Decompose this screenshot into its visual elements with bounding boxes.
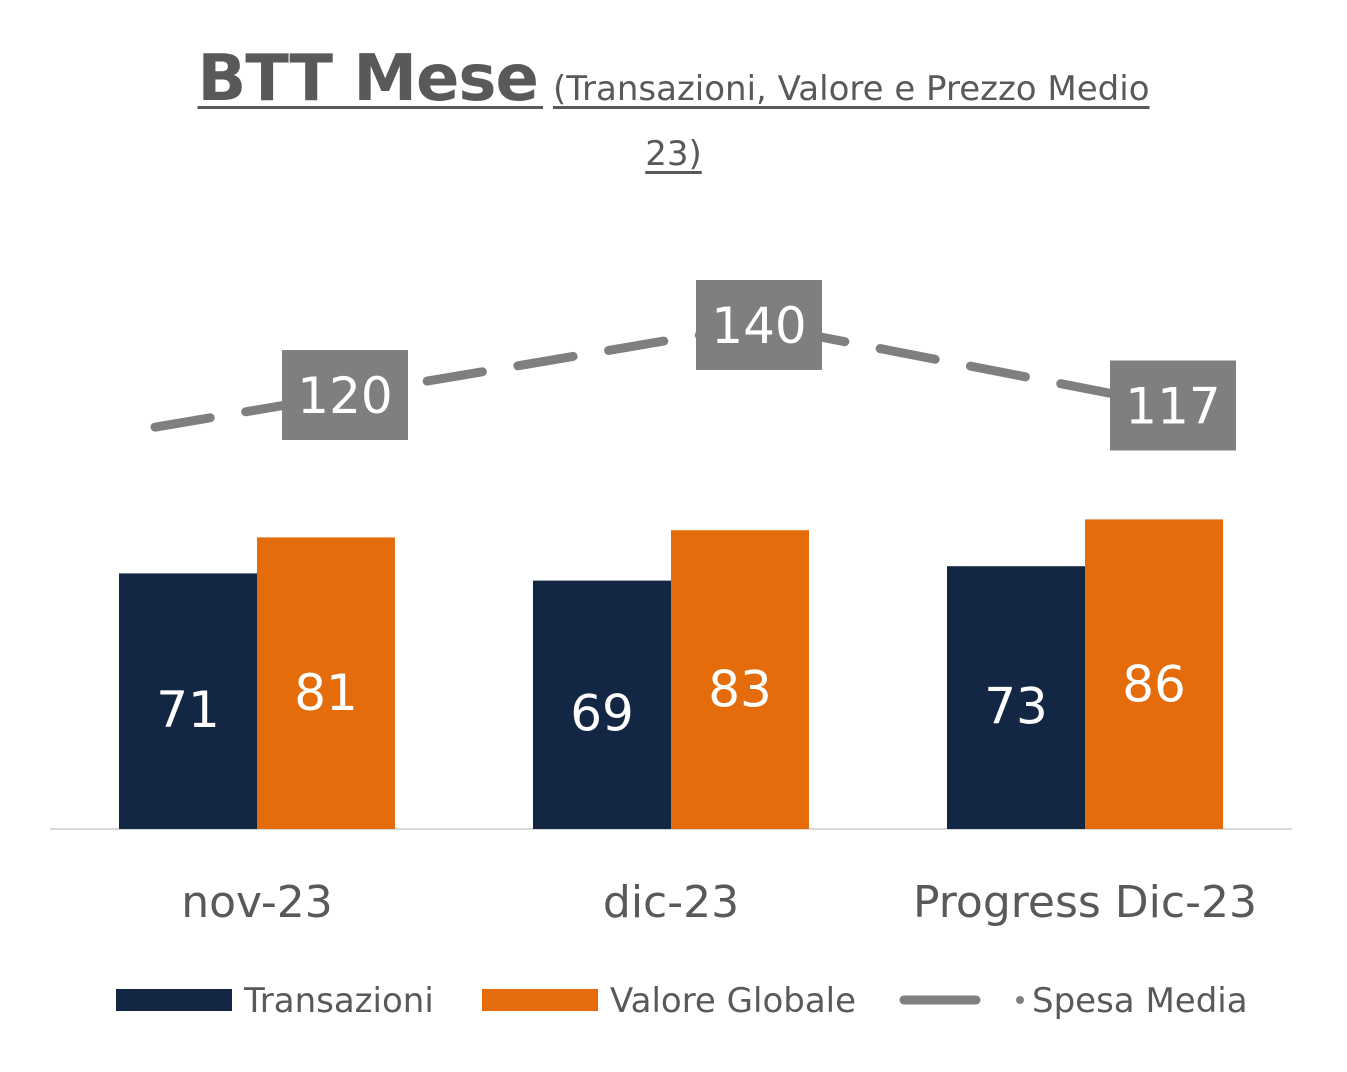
chart-subtitle-part1: (Transazioni, Valore e Prezzo Medio	[553, 69, 1150, 109]
line-spesa-media	[150, 320, 1178, 432]
bar-data-label: 86	[1122, 655, 1186, 713]
line-label-box	[696, 280, 822, 370]
bar-valore-globale	[671, 530, 809, 829]
line-label-box	[1110, 360, 1236, 451]
bar-data-label: 69	[570, 684, 634, 742]
line-label-box	[282, 350, 408, 440]
bar-valore-globale	[1085, 519, 1223, 829]
legend-swatch	[116, 989, 232, 1011]
bar-transazioni	[119, 573, 257, 829]
chart-title-block: BTT Mese (Transazioni, Valore e Prezzo M…	[0, 42, 1347, 174]
legend-label: Valore Globale	[610, 981, 856, 1021]
chart-title-line: BTT Mese (Transazioni, Valore e Prezzo M…	[197, 42, 1149, 116]
line-data-label: 140	[711, 297, 806, 355]
line-data-label: 117	[1125, 378, 1220, 436]
bar-data-label: 71	[156, 681, 220, 739]
line-data-label: 120	[297, 367, 392, 425]
legend-label: Transazioni	[243, 981, 434, 1021]
bar-transazioni	[947, 566, 1085, 829]
legend-marker	[1016, 996, 1024, 1004]
chart-subtitle-part2: 23)	[645, 134, 702, 174]
chart-title: BTT Mese	[197, 42, 538, 116]
legend-label: Spesa Media	[1032, 981, 1248, 1021]
x-tick-label: nov-23	[181, 877, 333, 928]
bar-data-label: 81	[294, 664, 358, 722]
bar-transazioni	[533, 580, 671, 829]
legend-swatch	[482, 989, 598, 1011]
x-tick-label: Progress Dic-23	[913, 877, 1257, 928]
bar-valore-globale	[257, 537, 395, 829]
bar-data-label: 83	[708, 661, 772, 719]
x-tick-label: dic-23	[603, 877, 739, 928]
bar-data-label: 73	[984, 677, 1048, 735]
